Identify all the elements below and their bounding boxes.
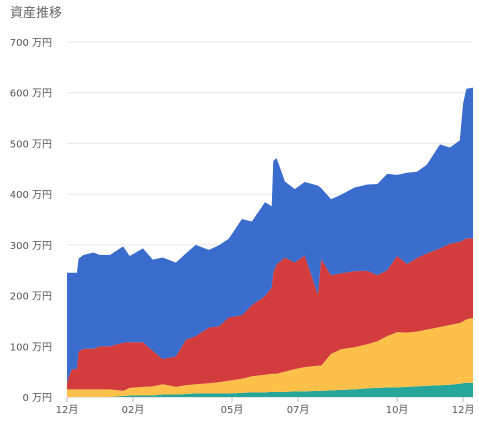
y-tick-label: 300 万円 (10, 241, 52, 252)
y-tick-label: 100 万円 (10, 342, 52, 353)
x-tick-label: 12月 (56, 404, 79, 416)
area-series-2 (67, 317, 473, 397)
area-series (67, 87, 473, 397)
area-series-3 (67, 238, 473, 391)
y-tick-label: 200 万円 (10, 292, 52, 303)
y-axis: 0 万円 100 万円 200 万円 300 万円 400 万円 500 万円 600 万円… (10, 38, 52, 404)
area-series-1 (67, 382, 473, 397)
x-tick-label: 05月 (221, 404, 244, 416)
y-tick-label: 600 万円 (10, 89, 52, 100)
chart-title: 資産推移 (10, 6, 63, 21)
x-tick-label: 12月 (452, 404, 475, 416)
y-tick-label: 400 万円 (10, 190, 52, 201)
area-series-4 (67, 87, 473, 385)
x-axis: 12月 02月 05月 07月 10月 12月 (56, 397, 475, 416)
x-tick-label: 10月 (386, 404, 409, 416)
y-tick-label: 0 万円 (22, 393, 52, 404)
x-tick-label: 07月 (287, 404, 310, 416)
x-tick-label: 02月 (122, 404, 145, 416)
y-tick-label: 500 万円 (10, 139, 52, 150)
y-tick-label: 700 万円 (10, 38, 52, 49)
